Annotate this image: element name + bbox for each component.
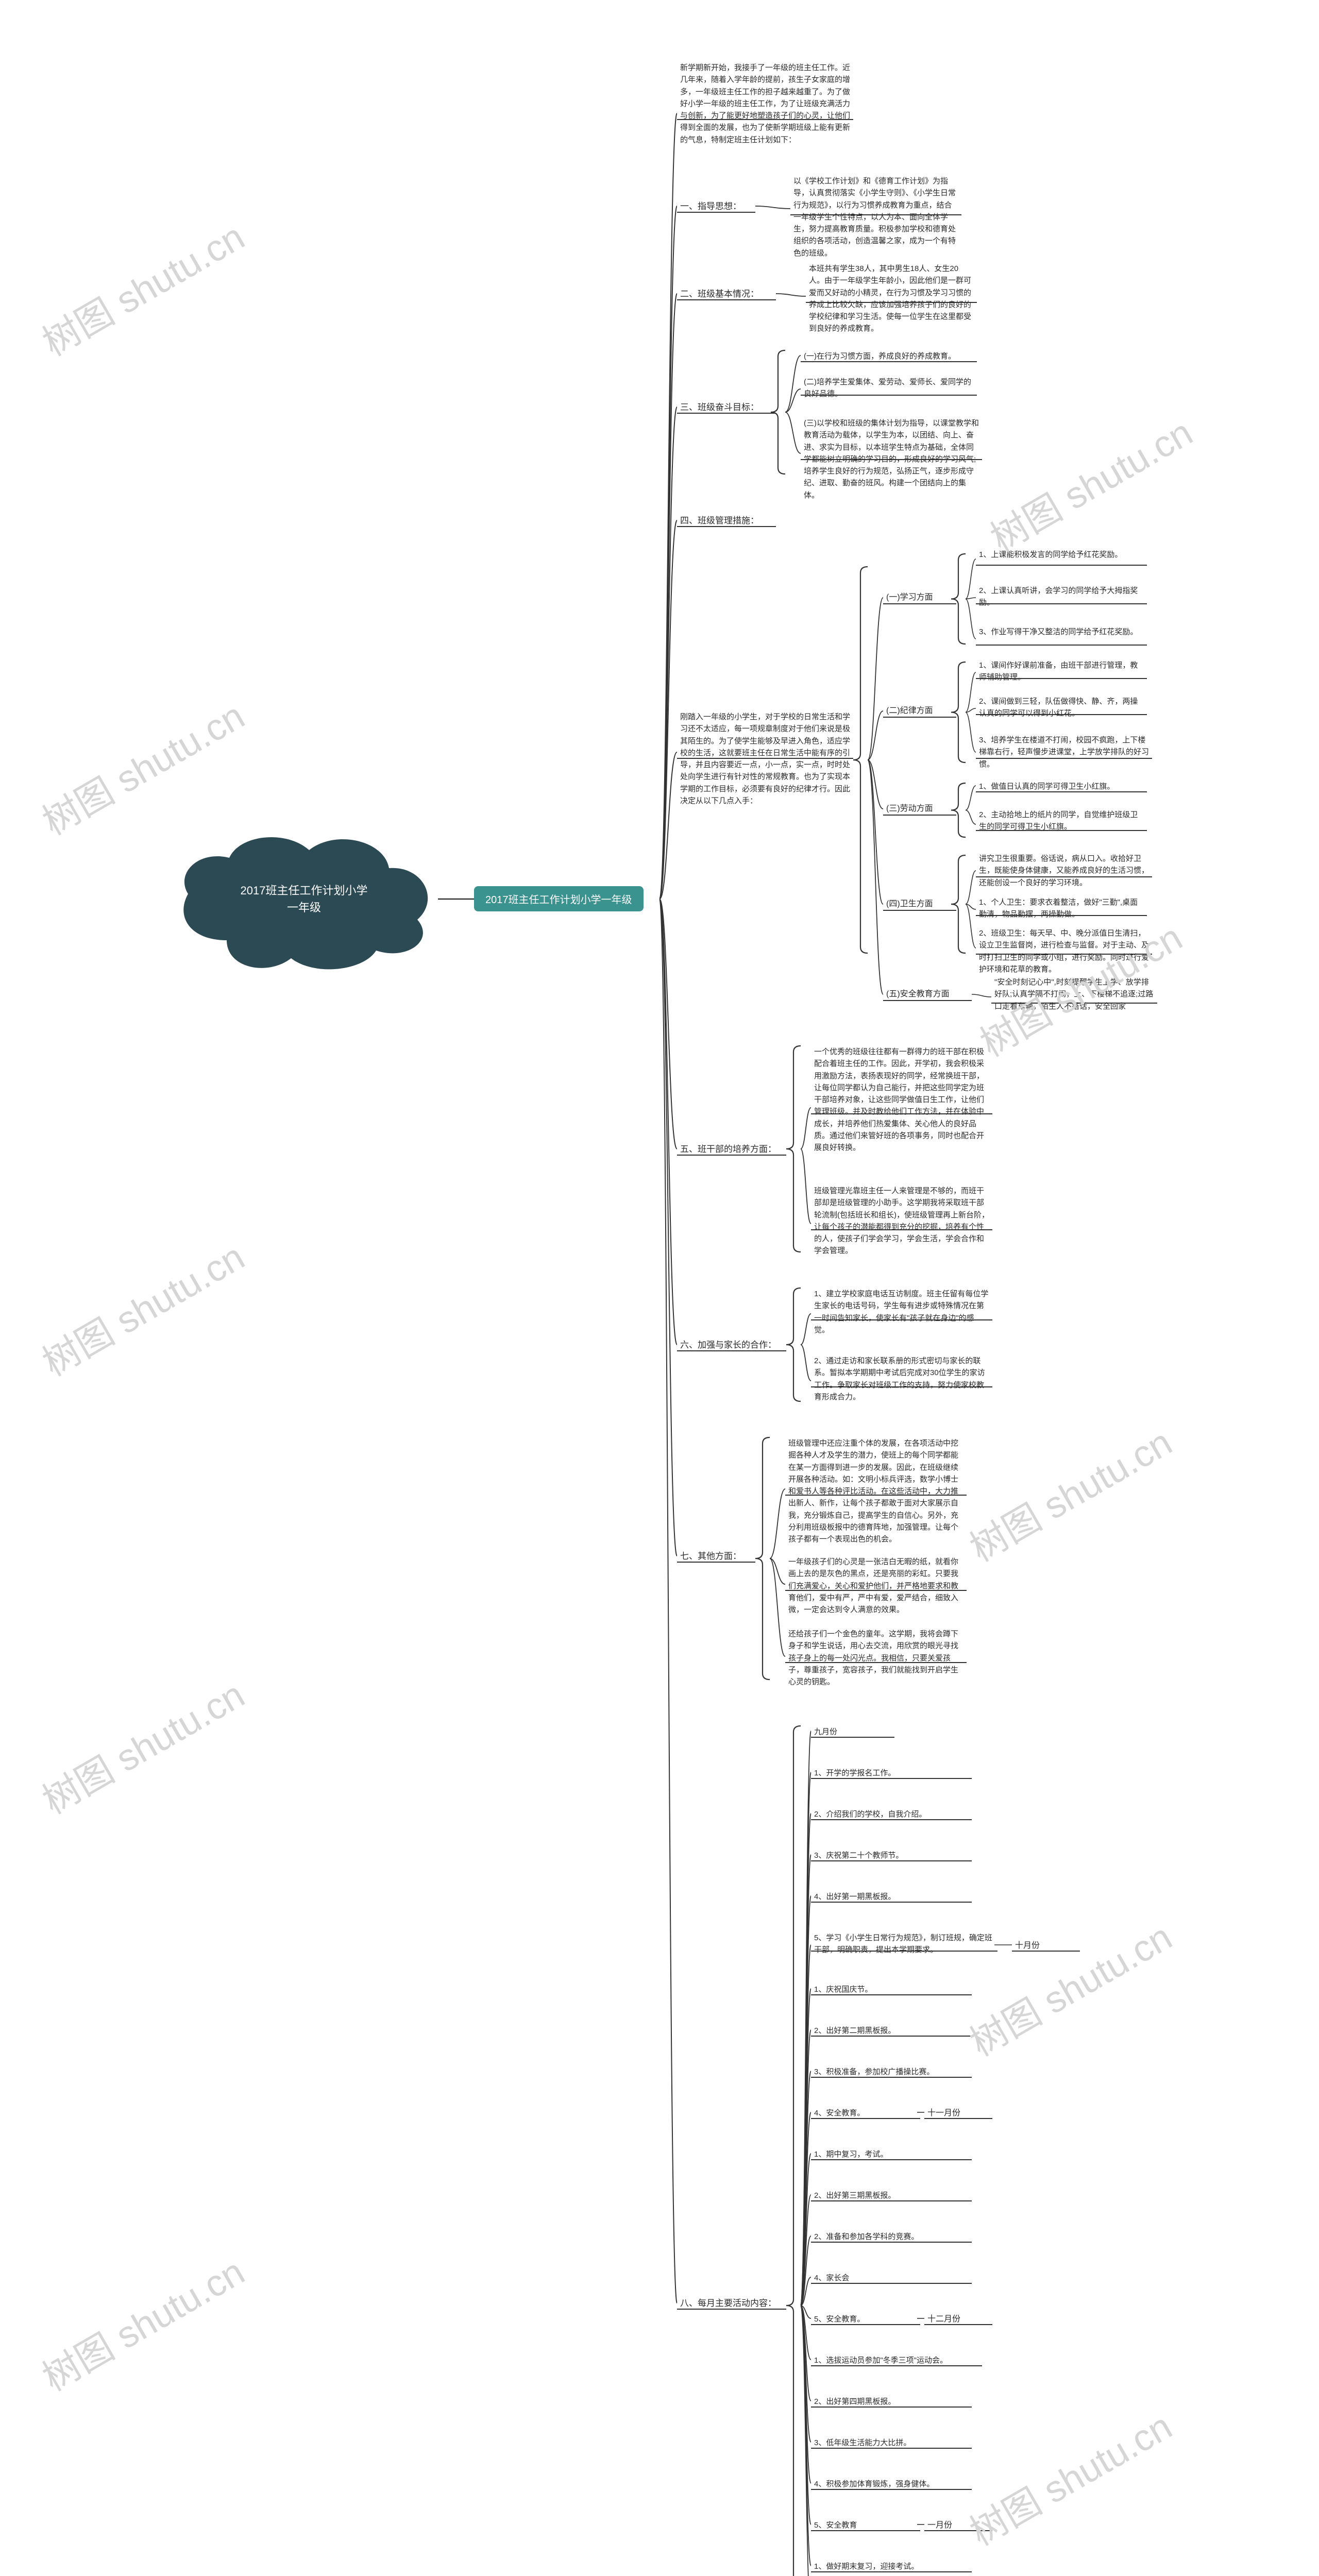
leaf-s45a: "安全时刻记心中",时刻提醒学生上学、放学排好队;认真学隔不打闹，上、下楼梯不追…: [994, 976, 1154, 1012]
tail-s8m10d: 十一月份: [927, 2107, 989, 2120]
leaf-s41c: 3、作业写得干净又整洁的同学给予红花奖励。: [979, 626, 1144, 638]
leaf-s8m9: 九月份: [814, 1726, 891, 1738]
leaf-s42a: 1、课间作好课前准备，由班干部进行管理，教师辅助管理。: [979, 659, 1144, 684]
sub-s44: (四)卫生方面: [886, 898, 953, 911]
tail-s8m12e: 一月份: [927, 2519, 989, 2532]
leaf-s8m9d: 4、出好第一期黑板报。: [814, 1891, 969, 1903]
watermark: 树图 shutu.cn: [958, 2397, 1180, 2556]
leaf-s42c: 3、培养学生在楼道不打闹，校园不疯跑，上下楼梯靠右行，轻声慢步进课堂，上学放学排…: [979, 734, 1149, 770]
leaf-s8m9e: 5、学习《小学生日常行为规范》，制订班规，确定班干部，明确职责，提出本学期要求。: [814, 1932, 994, 1956]
leaf-s7c2: 一年级孩子们的心灵是一张洁白无暇的纸，就看你画上去的是灰色的黑点，还是亮丽的彩虹…: [788, 1556, 963, 1616]
leaf-s8m10a: 1、庆祝国庆节。: [814, 1984, 969, 1995]
watermark: 树图 shutu.cn: [31, 207, 252, 366]
leaf-s44a: 讲究卫生很重要。俗话说，病从口入。收拾好卫生，既能使身体健康，又能养成良好的生活…: [979, 853, 1149, 889]
leaf-s7c1: 班级管理中还应注重个体的发展，在各项活动中挖掘各种人才及学生的潜力，使班上的每个…: [788, 1437, 963, 1545]
leaf-s8m10d: 4、安全教育。: [814, 2107, 917, 2119]
leaf-s3c1: (一)在行为习惯方面，养成良好的养成教育。: [804, 350, 974, 362]
watermark: 树图 shutu.cn: [31, 1665, 252, 1824]
leaf-s8m11b: 2、出好第三期黑板报。: [814, 2190, 969, 2201]
leaf-s3c2: (二)培养学生爱集体、爱劳动、爱师长、爱同学的良好品德。: [804, 376, 974, 400]
section-s5: 五、班干部的培养方面：: [680, 1143, 783, 1156]
section-s3: 三、班级奋斗目标：: [680, 401, 773, 414]
leaf-s41a: 1、上课能积极发言的同学给予红花奖励。: [979, 549, 1144, 561]
sub-s43: (三)劳动方面: [886, 803, 953, 816]
section-s4: 四、班级管理措施：: [680, 514, 773, 528]
root-label: 2017班主任工作计划小学 一年级: [170, 822, 438, 976]
leaf-s8m10b: 2、出好第二期黑板报。: [814, 2025, 969, 2037]
leaf-s44b: 1、个人卫生：要求衣着整洁，做好"三勤",桌面勤清，物品勤摆，两操勤做。: [979, 896, 1144, 921]
tail-s8m9e: 十月份: [1015, 1940, 1077, 1953]
section-body-s0: 新学期新开始，我接手了一年级的班主任工作。近几年来，随着入学年龄的提前，孩生子女…: [680, 62, 850, 146]
watermark: 树图 shutu.cn: [31, 2242, 252, 2401]
leaf-s3c3: (三)以学校和班级的集体计划为指导，以课堂教学和教育活动为载体，以学生为本，以团…: [804, 417, 979, 501]
leaf-s6c1: 1、建立学校家庭电话互访制度。班主任留有每位学生家长的电话号码，学生每有进步或特…: [814, 1288, 989, 1336]
hub-label: 2017班主任工作计划小学一年级: [485, 894, 632, 906]
leaf-s6c2: 2、通过走访和家长联系册的形式密切与家长的联系。暂拟本学期期中考试后完成对30位…: [814, 1355, 989, 1403]
leaf-s8m11d: 4、家长会: [814, 2272, 969, 2284]
leaf-s42b: 2、课间做到三轻，队伍做得快、静、齐，两操认真的同学可以得到小红花。: [979, 696, 1144, 720]
root-node[interactable]: 2017班主任工作计划小学 一年级: [170, 822, 438, 976]
section-s7: 七、其他方面：: [680, 1550, 752, 1563]
leaf-s5c2: 班级管理光靠班主任一人来管理是不够的，而班干部却是班级管理的小助手。这学期我将采…: [814, 1185, 989, 1257]
section-s2: 二、班级基本情况：: [680, 287, 773, 301]
leaf-s8m10c: 3、积极准备，参加校广播操比赛。: [814, 2066, 969, 2078]
leaf-s8m11a: 1、期中复习，考试。: [814, 2148, 969, 2160]
leaf-s43a: 1、做值日认真的同学可得卫生小红旗。: [979, 781, 1144, 792]
section-body-s4intro: 刚踏入一年级的小学生，对于学校的日常生活和学习还不太适应，每一项规章制度对于他们…: [680, 711, 850, 807]
leaf-s43b: 2、主动拾地上的纸片的同学，自觉维护班级卫生的同学可得卫生小红旗。: [979, 809, 1144, 833]
leaf-s7c3: 还给孩子们一个金色的童年。这学期，我将会蹲下身子和学生说话，用心去交流，用欣赏的…: [788, 1628, 963, 1688]
sub-s41: (一)学习方面: [886, 591, 953, 604]
connector-layer: [0, 0, 1319, 2576]
leaf-s8m11c: 2、准备和参加各学科的竞赛。: [814, 2231, 969, 2243]
section-s1: 一、指导思想：: [680, 200, 752, 213]
leaf-s8m12b: 2、出好第四期黑板报。: [814, 2396, 969, 2408]
leaf-s8m11e: 5、安全教育。: [814, 2313, 917, 2325]
section-s6: 六、加强与家长的合作：: [680, 1338, 783, 1352]
leaf-s8m12a: 1、选拔运动员参加"冬季三项"运动会。: [814, 2354, 979, 2366]
watermark: 树图 shutu.cn: [31, 1227, 252, 1386]
sub-s45: (五)安全教育方面: [886, 988, 969, 1001]
leaf-s8m1a: 1、做好期末复习，迎接考试。: [814, 2561, 969, 2572]
leaf-s8m12e: 5、安全教育: [814, 2519, 917, 2531]
leaf-s41b: 2、上课认真听讲，会学习的同学给予大拇指奖励。: [979, 585, 1144, 609]
leaf-s8m9b: 2、介绍我们的学校，自我介绍。: [814, 1808, 969, 1820]
leaf-s8m9a: 1、开学的学报名工作。: [814, 1767, 969, 1779]
leaf-s2c1: 本班共有学生38人，其中男生18人、女生20人。由于一年级学生年龄小，因此他们是…: [809, 263, 974, 335]
sub-s42: (二)纪律方面: [886, 705, 953, 718]
leaf-s44c: 2、班级卫生：每天早、中、晚分派值日生清扫，设立卫生监督岗，进行检查与监督。对于…: [979, 927, 1149, 975]
watermark: 树图 shutu.cn: [958, 1907, 1180, 2066]
leaf-s1c1: 以《学校工作计划》和《德育工作计划》为指导，认真贯彻落实《小学生守则》、《小学生…: [793, 175, 958, 259]
watermark: 树图 shutu.cn: [979, 403, 1200, 562]
leaf-s8m12d: 4、积极参加体育锻炼，强身健体。: [814, 2478, 969, 2490]
watermark: 树图 shutu.cn: [958, 1413, 1180, 1572]
leaf-s8m12c: 3、低年级生活能力大比拼。: [814, 2437, 969, 2449]
hub-node[interactable]: 2017班主任工作计划小学一年级: [474, 886, 644, 911]
leaf-s5c1: 一个优秀的班级往往都有一群得力的班干部在积极配合着班主任的工作。因此，开学初，我…: [814, 1046, 989, 1154]
tail-s8m11e: 十二月份: [927, 2313, 989, 2326]
leaf-s8m9c: 3、庆祝第二十个教师节。: [814, 1850, 969, 1861]
section-s8: 八、每月主要活动内容：: [680, 2297, 783, 2310]
